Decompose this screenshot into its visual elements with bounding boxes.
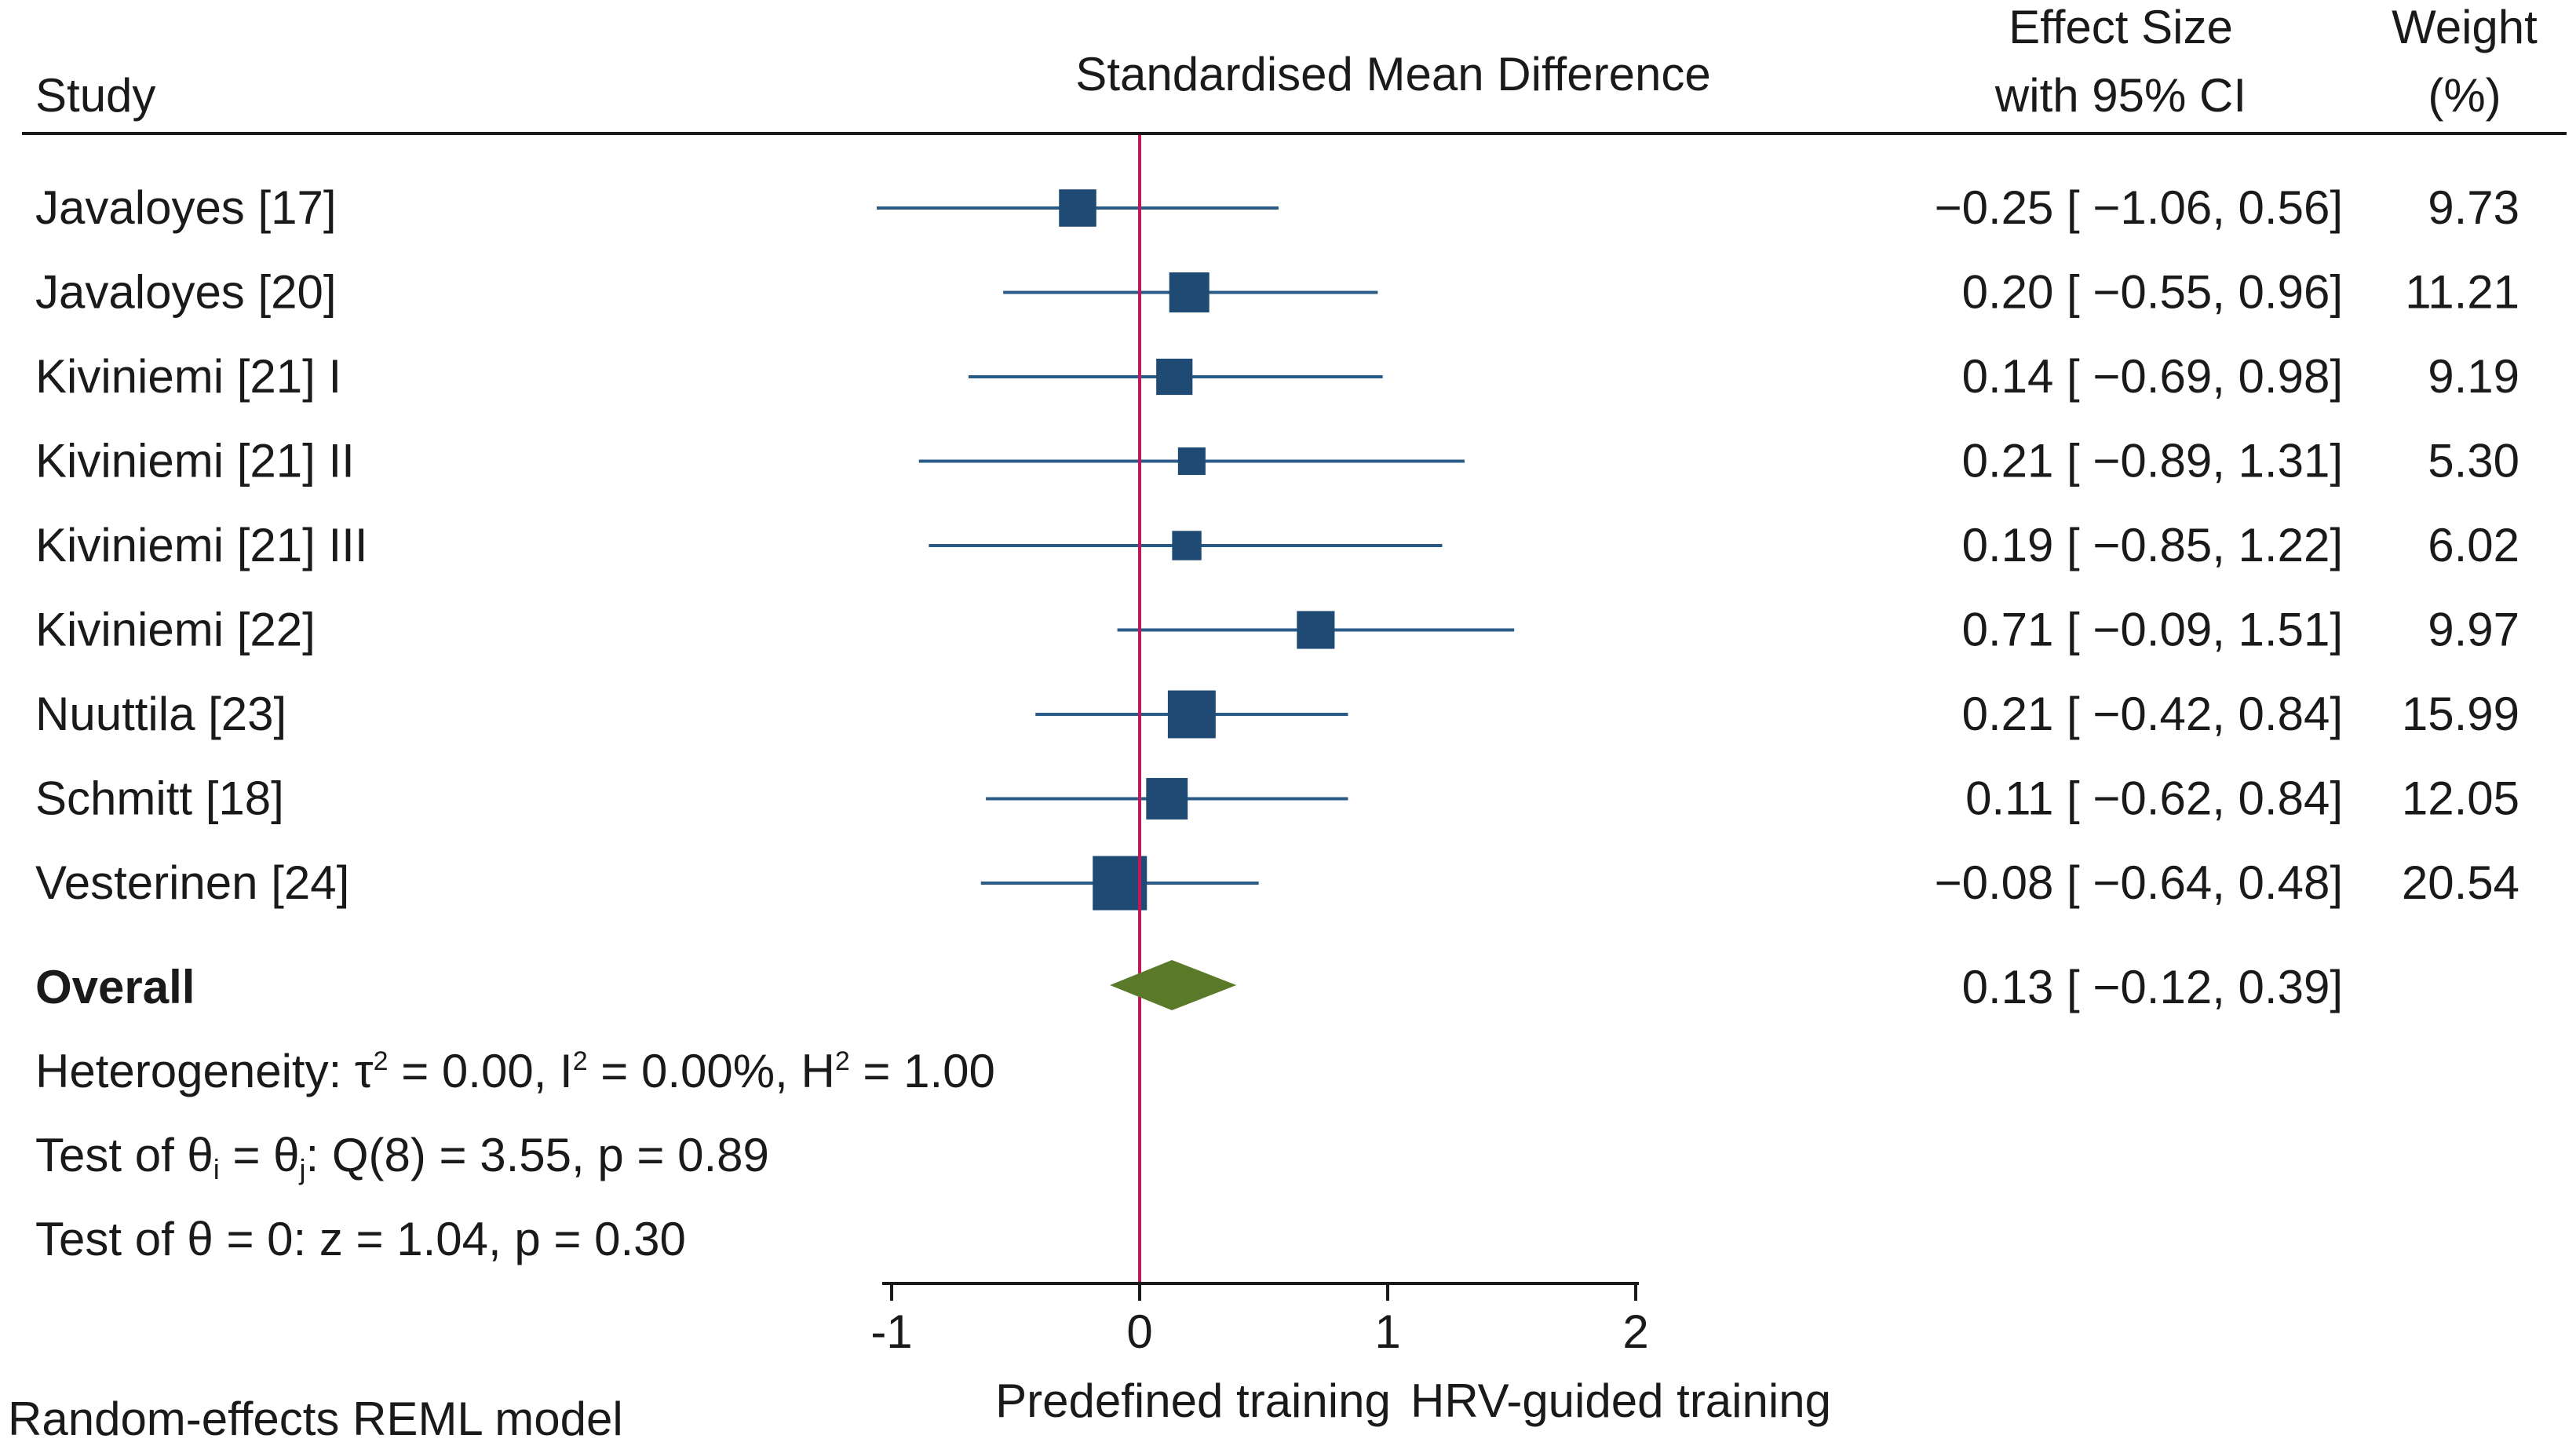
study-marks (877, 189, 1515, 911)
x-tick-label: 2 (1622, 1305, 1648, 1358)
study-ci-text: 0.21 [ −0.42, 0.84] (1962, 688, 2343, 740)
study-weight-text: 11.21 (2405, 266, 2519, 319)
x-tick-label: -1 (870, 1305, 912, 1358)
study-rows: Javaloyes [17] −0.25 [ −1.06, 0.56] 9.73 Ja… (35, 181, 2519, 909)
header-weight: Weight (2392, 1, 2538, 53)
study-marker (1167, 690, 1216, 739)
study-weight-text: 5.30 (2428, 435, 2519, 487)
study-ci-text: 0.19 [ −0.85, 1.22] (1962, 519, 2343, 571)
header-effect-size: Effect Size (2009, 1, 2233, 53)
study-weight-text: 12.05 (2402, 772, 2519, 825)
study-weight-text: 9.19 (2428, 350, 2519, 403)
x-axis: -1 0 1 2 (870, 1282, 1649, 1358)
study-ci-text: 0.14 [ −0.69, 0.98] (1962, 350, 2343, 403)
axis-right-label: HRV-guided training (1410, 1375, 1831, 1427)
study-ci-text: 0.20 [ −0.55, 0.96] (1962, 266, 2343, 319)
test-equal-text: Test of θi = θj: Q(8) = 3.55, p = 0.89 (35, 1129, 769, 1185)
study-name: Vesterinen [24] (35, 856, 349, 909)
model-note: Random-effects REML model (8, 1393, 623, 1445)
study-name: Javaloyes [17] (35, 181, 337, 234)
study-marker (1093, 856, 1148, 911)
x-tick-label: 1 (1374, 1305, 1400, 1358)
overall-diamond (1110, 960, 1237, 1010)
study-name: Kiviniemi [21] III (35, 519, 368, 571)
study-name: Kiviniemi [21] I (35, 350, 341, 403)
study-marker (1059, 189, 1096, 227)
study-name: Kiviniemi [21] II (35, 435, 355, 487)
study-marker (1177, 447, 1206, 476)
study-ci-text: 0.11 [ −0.62, 0.84] (1965, 772, 2343, 825)
header-ci: with 95% CI (1994, 69, 2246, 122)
study-name: Javaloyes [20] (35, 266, 337, 319)
chart-title: Standardised Mean Difference (1075, 48, 1710, 100)
overall-label: Overall (35, 961, 195, 1013)
study-marker (1172, 531, 1202, 560)
study-ci-text: −0.08 [ −0.64, 0.48] (1935, 856, 2343, 909)
study-marker (1169, 272, 1210, 313)
axis-left-label: Predefined training (995, 1375, 1391, 1427)
study-weight-text: 6.02 (2428, 519, 2519, 571)
study-weight-text: 9.97 (2428, 604, 2519, 656)
study-ci-text: −0.25 [ −1.06, 0.56] (1935, 181, 2343, 234)
study-name: Nuuttila [23] (35, 688, 286, 740)
study-name: Schmitt [18] (35, 772, 284, 825)
x-tick-label: 0 (1126, 1305, 1152, 1358)
header-study: Study (35, 69, 155, 122)
overall-ci-text: 0.13 [ −0.12, 0.39] (1962, 961, 2343, 1013)
study-marker (1297, 611, 1335, 649)
study-marker (1156, 358, 1193, 396)
study-ci-text: 0.71 [ −0.09, 1.51] (1962, 604, 2343, 656)
study-weight-text: 9.73 (2428, 181, 2519, 234)
study-marker (1146, 778, 1188, 820)
study-weight-text: 20.54 (2402, 856, 2519, 909)
study-ci-text: 0.21 [ −0.89, 1.31] (1962, 435, 2343, 487)
header-weight-unit: (%) (2428, 69, 2501, 122)
test-zero-text: Test of θ = 0: z = 1.04, p = 0.30 (35, 1213, 686, 1265)
study-name: Kiviniemi [22] (35, 604, 316, 656)
heterogeneity-text: Heterogeneity: τ2 = 0.00, I2 = 0.00%, H2… (35, 1045, 995, 1097)
study-weight-text: 15.99 (2402, 688, 2519, 740)
